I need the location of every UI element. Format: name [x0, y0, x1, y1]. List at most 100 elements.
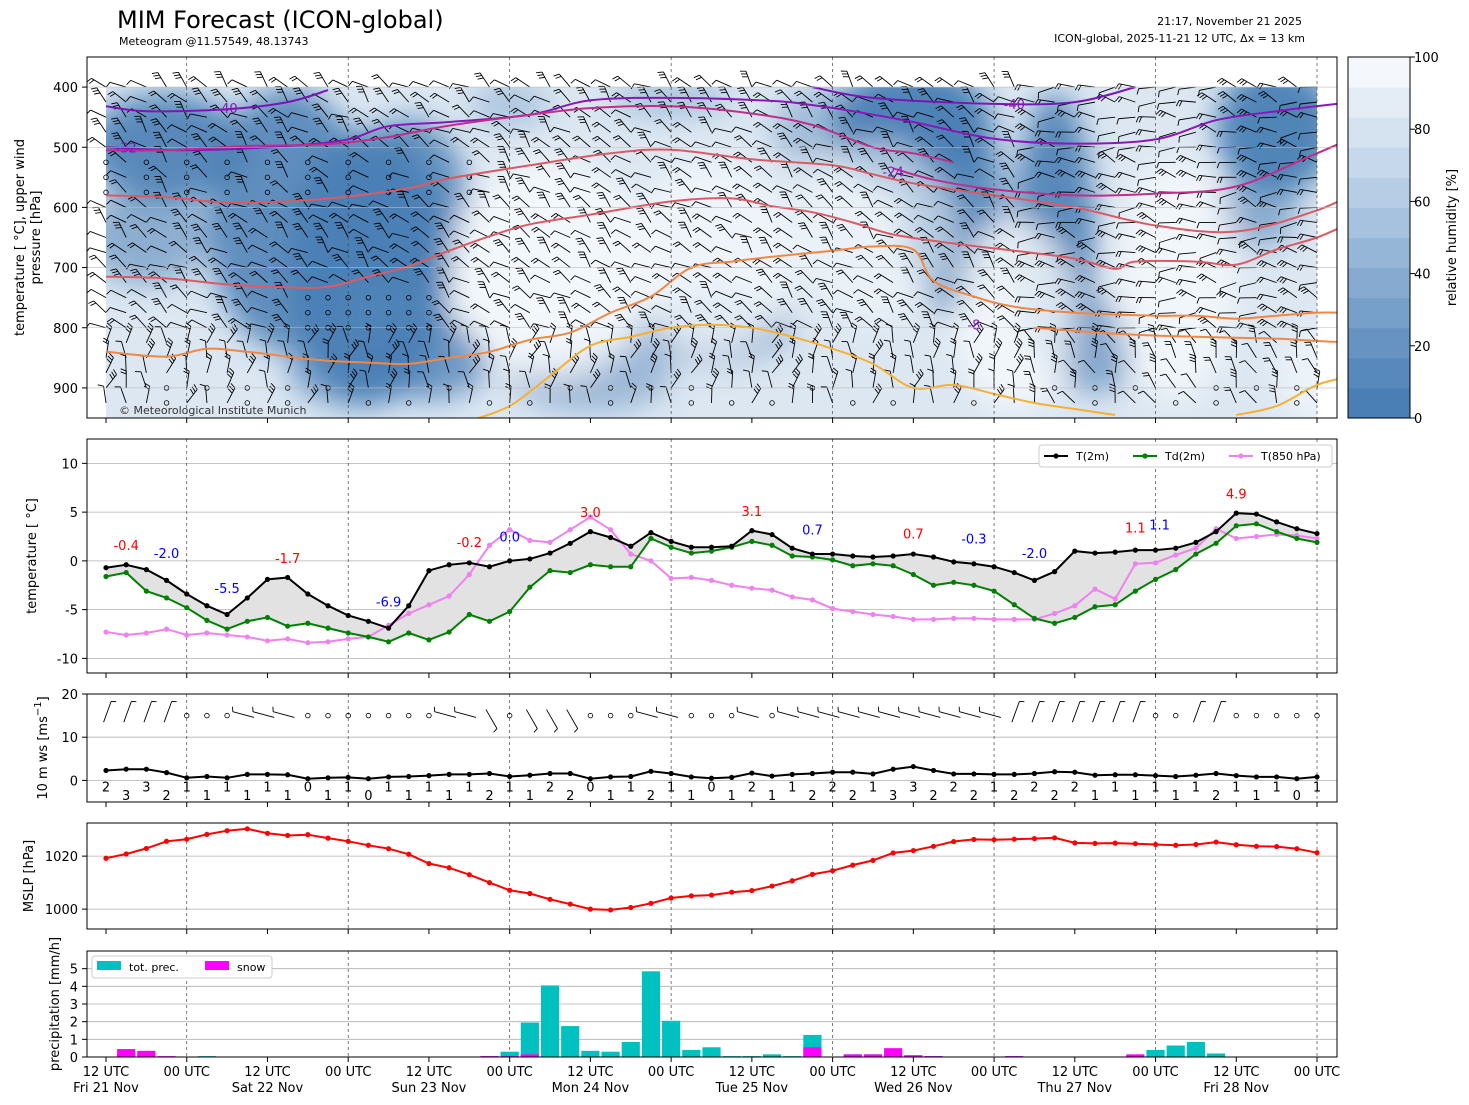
data-point	[830, 557, 836, 563]
data-point	[426, 568, 432, 574]
data-point	[1253, 511, 1260, 517]
data-point	[809, 871, 816, 878]
data-point	[224, 611, 230, 618]
data-point	[628, 543, 634, 549]
data-point	[809, 770, 816, 777]
bar-total-precip	[1207, 1053, 1226, 1057]
data-point	[285, 623, 291, 629]
data-point	[204, 630, 210, 636]
gust-label: 1	[1272, 780, 1280, 795]
data-point	[224, 828, 230, 834]
mslp-day-separators	[186, 823, 1318, 929]
data-point	[1072, 769, 1078, 775]
data-point	[1152, 576, 1159, 583]
legend-marker	[1142, 453, 1148, 459]
data-point	[1294, 535, 1300, 542]
gust-label: 1	[606, 789, 614, 804]
data-point	[1233, 773, 1239, 779]
data-point	[930, 843, 937, 849]
gust-label: 2	[1030, 780, 1038, 795]
bar-snow	[117, 1049, 136, 1057]
gust-label: 1	[344, 780, 352, 795]
data-point	[587, 776, 594, 782]
data-point	[607, 907, 614, 913]
extremum-label: 3.0	[580, 506, 601, 521]
bar-snow	[843, 1054, 862, 1057]
gust-label: 2	[102, 780, 110, 795]
data-point	[1193, 545, 1199, 551]
data-point	[850, 862, 856, 868]
data-point	[870, 561, 876, 567]
gust-label: 0	[364, 789, 372, 804]
extremum-label: 0.0	[499, 530, 520, 545]
data-point	[587, 529, 594, 535]
data-point	[1294, 776, 1300, 782]
wind-hgrid	[87, 693, 1337, 781]
data-point	[365, 776, 371, 782]
data-point	[163, 770, 170, 776]
data-point	[527, 584, 533, 590]
isotherm-label: -40	[1004, 98, 1025, 113]
isotherm-label: -40	[216, 102, 237, 117]
data-point	[607, 534, 614, 541]
bar-total-precip	[662, 1020, 681, 1057]
data-point	[446, 593, 452, 599]
series-points-mslp	[103, 826, 1320, 913]
gust-label: 1	[1252, 789, 1260, 804]
data-point	[1193, 551, 1199, 557]
y-tick-label: 5	[70, 963, 78, 978]
data-point	[1052, 620, 1058, 626]
data-point	[668, 895, 674, 901]
gust-label: 1	[183, 780, 191, 795]
data-point	[1193, 841, 1199, 848]
data-point	[607, 527, 614, 533]
data-point	[688, 574, 694, 581]
temp-frame	[86, 438, 1338, 674]
data-point	[103, 573, 109, 580]
data-point	[1072, 614, 1078, 621]
temp-ylabel: temperature [ °C]	[25, 498, 40, 614]
colorbar-tick-label: 20	[1414, 340, 1431, 355]
data-point	[749, 538, 755, 544]
data-point	[850, 608, 856, 615]
data-point	[890, 563, 896, 569]
data-point	[507, 527, 513, 533]
upper-grid	[87, 86, 1337, 389]
data-point	[385, 625, 392, 631]
data-point	[385, 846, 392, 852]
x-tick-label: 12 UTC	[406, 1065, 452, 1080]
bar-snow	[520, 1054, 539, 1057]
prec-legend: tot. prec. snow	[91, 955, 273, 979]
forecast-timestamp: 21:17, November 21 2025	[1157, 15, 1302, 28]
data-point	[143, 630, 149, 636]
gust-label: 2	[1212, 789, 1220, 804]
data-point	[1112, 840, 1118, 846]
gust-label: 0	[707, 780, 715, 795]
data-point	[567, 569, 573, 576]
day-label: Thu 27 Nov	[1036, 1081, 1112, 1096]
extremum-label: 4.9	[1226, 487, 1247, 502]
data-point	[668, 544, 674, 550]
data-point	[1052, 835, 1058, 841]
data-point	[1132, 547, 1138, 553]
y-tick-label: 0	[70, 774, 78, 789]
data-point	[204, 617, 210, 623]
data-point	[1233, 535, 1239, 542]
y-tick-label: 20	[61, 688, 78, 703]
gust-label: 1	[1192, 780, 1200, 795]
data-point	[305, 591, 311, 597]
data-point	[910, 551, 916, 557]
data-point	[567, 540, 573, 546]
gust-label: 1	[223, 780, 231, 795]
axis-label: 10 m ws [ms−1]	[33, 696, 51, 799]
y-tick-label: 0	[70, 1051, 78, 1066]
gust-label: 2	[485, 789, 493, 804]
data-point	[385, 639, 392, 645]
data-point	[547, 539, 553, 545]
prec-x-ticks	[105, 1057, 1318, 1062]
data-point	[244, 826, 250, 832]
x-tick-label: 00 UTC	[809, 1065, 855, 1080]
gust-label: 2	[647, 789, 655, 804]
extremum-label: -1.7	[275, 552, 300, 567]
isotherm-line	[105, 89, 329, 113]
